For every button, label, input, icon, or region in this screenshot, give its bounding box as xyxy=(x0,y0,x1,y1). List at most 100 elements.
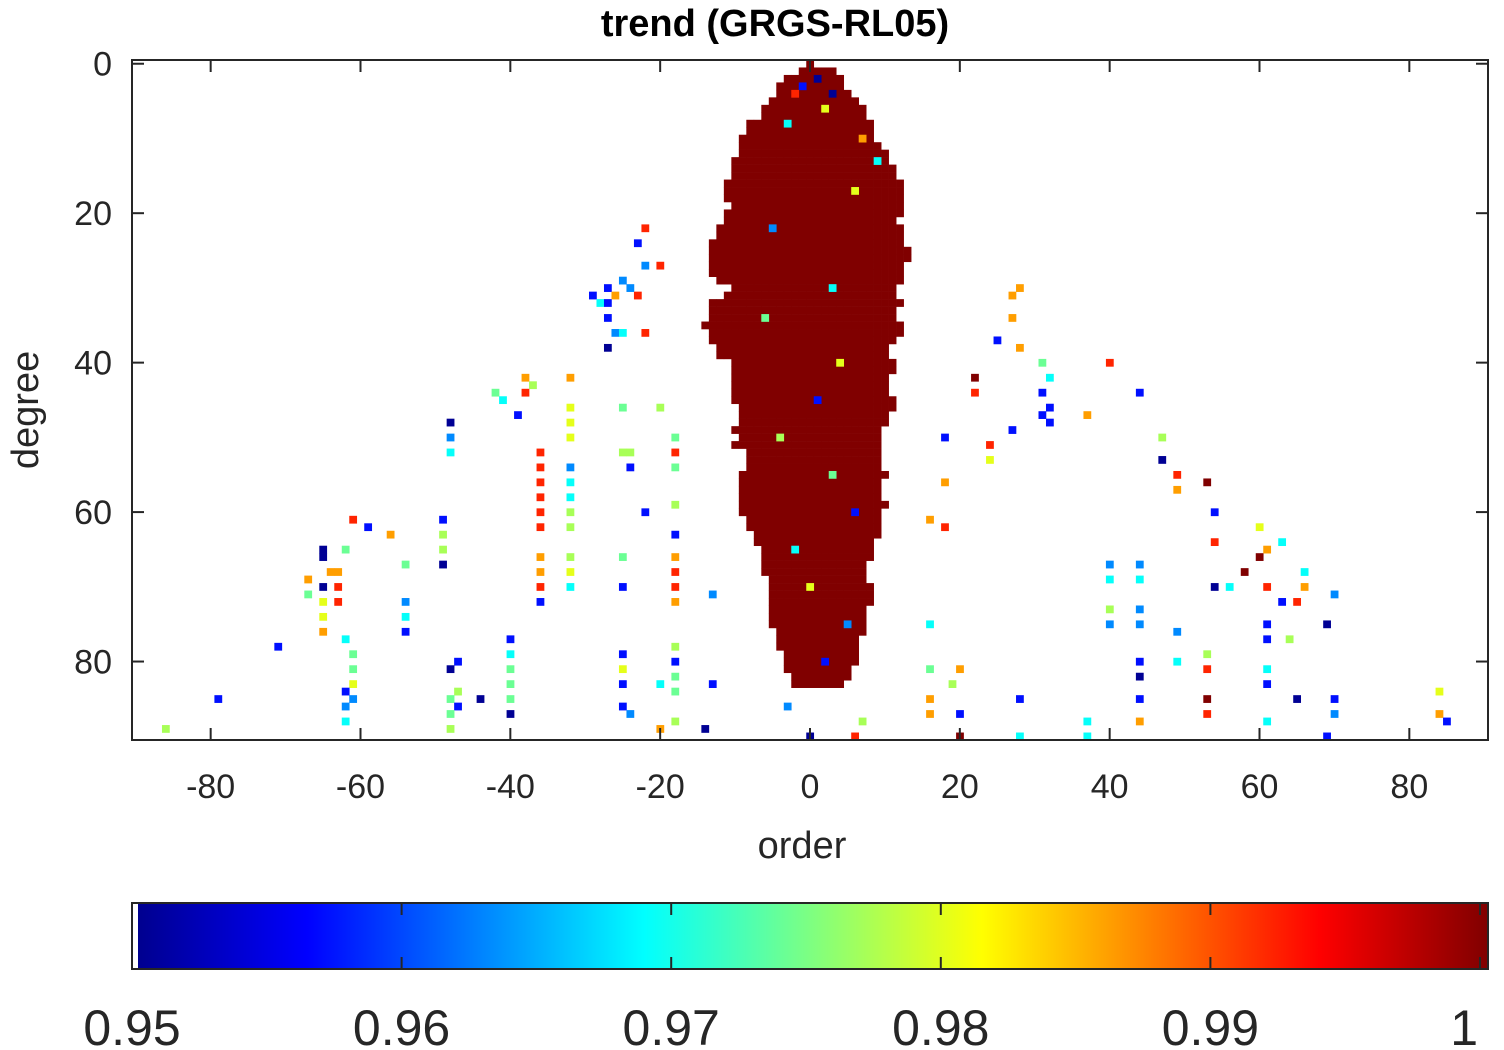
heatmap-cell xyxy=(836,381,845,390)
heatmap-cell xyxy=(866,538,874,547)
heatmap-cell xyxy=(776,448,785,457)
heatmap-cell xyxy=(798,201,807,210)
heatmap-cell xyxy=(896,299,904,307)
heatmap-cell xyxy=(783,254,792,263)
heatmap-cell xyxy=(806,291,815,300)
heatmap-cell xyxy=(1210,538,1219,547)
heatmap-cell xyxy=(446,418,455,427)
heatmap-cell xyxy=(1038,358,1047,367)
heatmap-cell xyxy=(858,261,867,270)
heatmap-cell xyxy=(723,276,732,285)
heatmap-cell xyxy=(161,725,170,733)
heatmap-cell xyxy=(326,568,335,576)
heatmap-cell xyxy=(866,343,874,352)
heatmap-cell xyxy=(1435,687,1444,696)
heatmap-cell xyxy=(851,470,859,479)
heatmap-cell xyxy=(761,441,770,449)
heatmap-cell xyxy=(798,470,807,479)
heatmap-cell xyxy=(566,478,575,487)
heatmap-cell xyxy=(776,575,785,584)
heatmap-cell xyxy=(768,485,777,494)
heatmap-cell xyxy=(813,553,822,561)
heatmap-cell xyxy=(341,702,350,711)
heatmap-cell xyxy=(851,575,859,584)
heatmap-cell xyxy=(836,321,845,330)
heatmap-cell xyxy=(858,515,867,524)
heatmap-cell xyxy=(866,201,874,210)
heatmap-cell xyxy=(813,351,822,360)
heatmap-cell xyxy=(843,433,852,442)
heatmap-cell xyxy=(746,366,755,375)
heatmap-cell xyxy=(446,433,455,442)
heatmap-cell xyxy=(1443,717,1451,726)
x-axis-ticks: -80 -60 -40 -20 0 20 40 60 80 xyxy=(186,60,1428,806)
heatmap-cell xyxy=(776,127,785,136)
heatmap-cell xyxy=(836,194,845,203)
heatmap-cell xyxy=(873,187,882,195)
heatmap-cell xyxy=(843,545,852,554)
heatmap-cell xyxy=(746,373,755,382)
heatmap-cell xyxy=(776,314,785,322)
heatmap-cell xyxy=(776,627,785,636)
heatmap-cell xyxy=(738,254,747,263)
heatmap-cell xyxy=(768,463,777,472)
heatmap-cell xyxy=(536,598,545,606)
heatmap-cell xyxy=(858,470,867,479)
heatmap-cell xyxy=(806,329,815,337)
heatmap-cell xyxy=(768,164,777,173)
heatmap-cell xyxy=(798,553,807,561)
heatmap-cell xyxy=(401,560,410,569)
heatmap-cell xyxy=(776,194,785,203)
heatmap-cell xyxy=(858,568,867,576)
heatmap-cell xyxy=(888,306,897,315)
heatmap-cell xyxy=(738,314,747,322)
colorbar-tick-label: 0.97 xyxy=(623,1000,720,1050)
heatmap-cell xyxy=(821,515,830,524)
heatmap-cell xyxy=(783,568,792,576)
heatmap-cell xyxy=(798,89,807,98)
heatmap-cell xyxy=(828,366,837,375)
heatmap-cell xyxy=(783,299,792,307)
heatmap-cell xyxy=(566,433,575,442)
heatmap-cell xyxy=(858,216,867,225)
heatmap-cell xyxy=(828,605,837,614)
heatmap-cell xyxy=(401,612,410,621)
heatmap-cell xyxy=(806,127,815,136)
heatmap-cell xyxy=(753,119,762,128)
heatmap-cell xyxy=(746,261,755,270)
heatmap-cell xyxy=(761,119,770,128)
heatmap-cell xyxy=(791,179,800,188)
heatmap-cell xyxy=(723,336,732,345)
heatmap-cell xyxy=(776,598,785,606)
heatmap-cell xyxy=(836,568,845,576)
heatmap-cell xyxy=(836,366,845,375)
heatmap-cell xyxy=(783,635,792,644)
heatmap-cell xyxy=(768,620,777,629)
heatmap-cell xyxy=(768,306,777,315)
heatmap-cell xyxy=(776,231,785,240)
heatmap-cell xyxy=(843,366,852,375)
heatmap-cell xyxy=(566,568,575,576)
heatmap-cell xyxy=(776,388,785,397)
heatmap-cell xyxy=(731,201,740,210)
heatmap-cell xyxy=(851,321,859,330)
heatmap-cell xyxy=(791,381,800,390)
heatmap-cell xyxy=(888,209,897,218)
heatmap-cell xyxy=(738,187,747,195)
heatmap-cell xyxy=(798,104,807,113)
heatmap-cell xyxy=(881,351,889,360)
heatmap-cell xyxy=(836,403,845,412)
heatmap-cell xyxy=(731,284,740,292)
heatmap-cell xyxy=(798,119,807,128)
heatmap-cell xyxy=(873,411,882,419)
heatmap-cell xyxy=(873,388,882,397)
heatmap-cell xyxy=(1203,650,1212,659)
heatmap-cell xyxy=(828,642,837,651)
heatmap-cell xyxy=(791,329,800,337)
heatmap-cell xyxy=(873,239,882,248)
heatmap-cell xyxy=(776,119,785,128)
heatmap-cell xyxy=(671,583,680,591)
heatmap-cell xyxy=(791,620,800,629)
heatmap-cell xyxy=(798,403,807,412)
heatmap-cell xyxy=(746,119,755,128)
